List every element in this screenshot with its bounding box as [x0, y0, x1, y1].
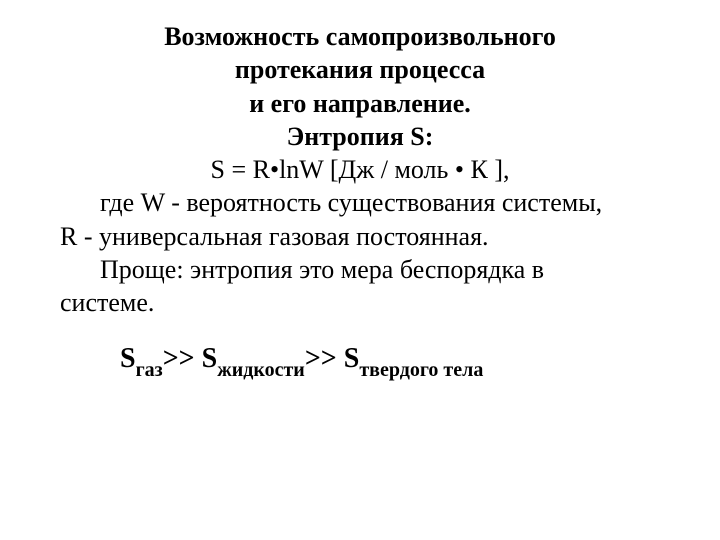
body-line-4: системе. — [60, 286, 660, 319]
body-line-1: где W - вероятность существования систем… — [60, 186, 660, 219]
title-line-2: протекания процесса — [60, 53, 660, 86]
subscript-solid: твердого тела — [359, 359, 483, 381]
gt-2: >> — [305, 343, 344, 374]
symbol-s-solid: S — [344, 343, 360, 374]
symbol-s-gas: S — [120, 343, 136, 374]
title-line-1: Возможность самопроизвольного — [60, 20, 660, 53]
subscript-gas: газ — [136, 359, 163, 381]
subscript-liquid: жидкости — [217, 359, 305, 381]
title-line-3: и его направление. — [60, 87, 660, 120]
title-block: Возможность самопроизвольного протекания… — [60, 20, 660, 153]
entropy-formula: S = R•lnW [Дж / моль • К ], — [60, 153, 660, 186]
entropy-inequality: Sгаз>> Sжидкости>> Sтвердого тела — [120, 343, 660, 380]
body-line-3: Проще: энтропия это мера беспорядка в — [60, 253, 660, 286]
title-line-4: Энтропия S: — [60, 120, 660, 153]
gt-1: >> — [163, 343, 202, 374]
body-line-2: R - универсальная газовая постоянная. — [60, 220, 660, 253]
symbol-s-liquid: S — [202, 343, 218, 374]
slide: Возможность самопроизвольного протекания… — [0, 0, 720, 540]
